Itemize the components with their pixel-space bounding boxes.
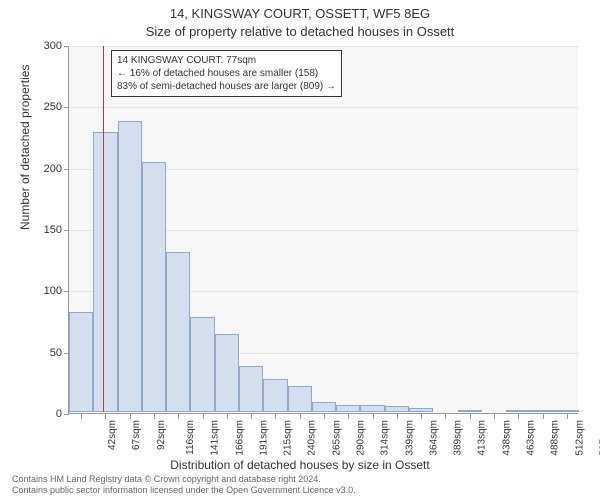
x-tick-label: 240sqm [307,420,318,456]
histogram-bar [336,405,360,412]
x-tick-label: 339sqm [404,420,415,456]
plot-area: 14 KINGSWAY COURT: 77sqm← 16% of detache… [68,46,578,414]
x-tick-mark [445,414,446,419]
x-tick-mark [421,414,422,419]
histogram-bar [409,408,433,412]
histogram-bar [458,410,482,412]
x-tick-label: 364sqm [428,420,439,456]
x-tick-label: 116sqm [185,420,196,455]
x-tick-label: 488sqm [550,420,561,456]
x-tick-mark [397,414,398,419]
histogram-bar [360,405,384,412]
x-tick-label: 141sqm [210,420,221,456]
x-tick-mark [154,414,155,419]
x-tick-label: 265sqm [331,420,342,456]
y-tick-label: 150 [22,224,62,236]
y-tick-label: 100 [22,285,62,297]
property-marker-line [103,46,104,412]
x-tick-label: 413sqm [477,420,488,456]
x-tick-label: 215sqm [283,420,294,456]
y-tick-label: 300 [22,40,62,52]
histogram-bar [312,402,336,412]
page-subtitle: Size of property relative to detached ho… [0,24,600,39]
y-tick-mark [64,414,69,415]
y-tick-mark [64,169,69,170]
annotation-line: 83% of semi-detached houses are larger (… [117,80,336,93]
x-tick-mark [81,414,82,419]
x-tick-mark [470,414,471,419]
x-tick-label: 166sqm [234,420,245,456]
x-tick-label: 290sqm [356,420,367,456]
histogram-bar [166,252,190,412]
histogram-bar [530,410,554,412]
x-tick-mark [178,414,179,419]
histogram-bar [555,410,579,412]
x-tick-label: 438sqm [501,420,512,456]
x-tick-label: 191sqm [258,420,269,456]
x-tick-label: 92sqm [156,420,167,450]
x-tick-mark [518,414,519,419]
y-tick-mark [64,230,69,231]
gridline [69,46,579,47]
histogram-bar [190,317,214,412]
x-tick-mark [348,414,349,419]
histogram-bar [118,121,142,412]
x-tick-label: 463sqm [526,420,537,456]
x-tick-mark [567,414,568,419]
x-tick-label: 314sqm [380,420,391,456]
page-title: 14, KINGSWAY COURT, OSSETT, WF5 8EG [0,6,600,21]
x-tick-mark [105,414,106,419]
y-tick-label: 50 [22,347,62,359]
x-tick-mark [227,414,228,419]
y-tick-label: 0 [22,408,62,420]
histogram-bar [93,132,117,412]
histogram-bar [215,334,239,412]
y-axis-label: Number of detached properties [18,65,32,230]
x-tick-label: 512sqm [574,420,585,456]
x-tick-mark [543,414,544,419]
histogram-bar [506,410,530,412]
x-axis-label: Distribution of detached houses by size … [0,458,600,472]
x-tick-mark [373,414,374,419]
histogram-bar [69,312,93,412]
annotation-box: 14 KINGSWAY COURT: 77sqm← 16% of detache… [111,50,342,97]
x-tick-mark [494,414,495,419]
x-tick-mark [251,414,252,419]
y-tick-label: 250 [22,101,62,113]
histogram-bar [385,406,409,412]
footer-line: Contains public sector information licen… [12,485,356,496]
x-tick-mark [275,414,276,419]
x-tick-mark [130,414,131,419]
x-tick-mark [324,414,325,419]
y-tick-mark [64,291,69,292]
gridline [69,107,579,108]
y-tick-mark [64,46,69,47]
histogram-bar [142,162,166,412]
x-tick-mark [300,414,301,419]
x-tick-label: 389sqm [453,420,464,456]
y-tick-label: 200 [22,163,62,175]
annotation-line: 14 KINGSWAY COURT: 77sqm [117,54,336,67]
y-tick-mark [64,107,69,108]
annotation-line: ← 16% of detached houses are smaller (15… [117,67,336,80]
histogram-bar [288,386,312,412]
histogram-chart: 14 KINGSWAY COURT: 77sqm← 16% of detache… [68,46,578,414]
attribution-footer: Contains HM Land Registry data © Crown c… [12,474,356,497]
x-tick-label: 42sqm [107,420,118,450]
histogram-bar [263,379,287,412]
histogram-bar [239,366,263,412]
x-tick-mark [203,414,204,419]
footer-line: Contains HM Land Registry data © Crown c… [12,474,356,485]
x-tick-label: 67sqm [131,420,142,450]
